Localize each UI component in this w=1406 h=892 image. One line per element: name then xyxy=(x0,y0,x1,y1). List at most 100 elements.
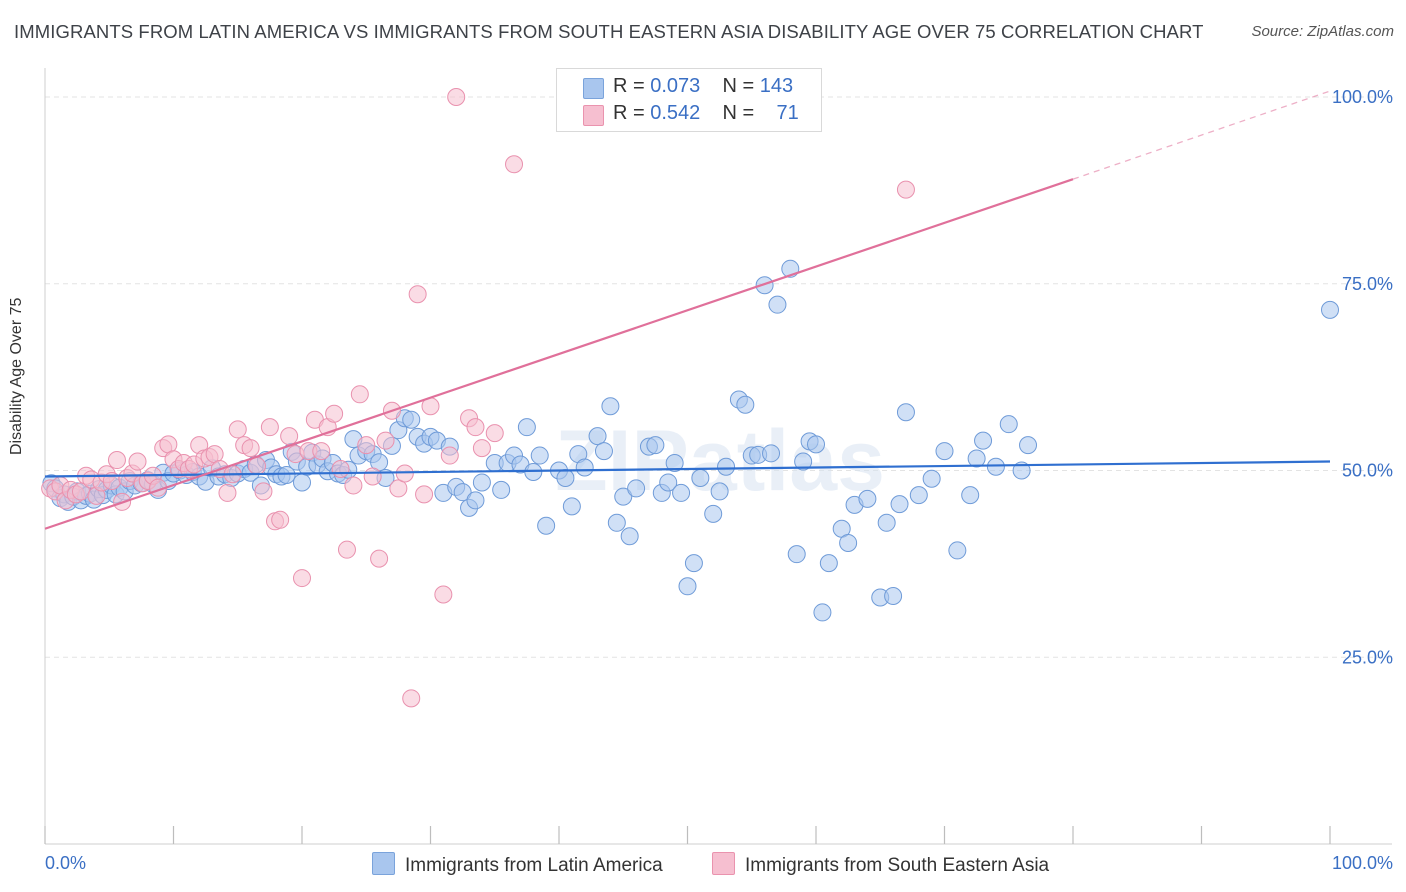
point-latin-america xyxy=(575,458,594,477)
point-latin-america xyxy=(755,276,774,295)
point-latin-america xyxy=(277,465,296,484)
y-tick-label: 50.0% xyxy=(1342,461,1393,481)
point-latin-america xyxy=(620,527,639,546)
bottom-legend-southeast-asia: Immigrants from South Eastern Asia xyxy=(712,852,1049,877)
point-southeast-asia xyxy=(350,385,369,404)
point-latin-america xyxy=(710,482,729,501)
point-latin-america xyxy=(704,504,723,523)
legend-r-value: 0.073 xyxy=(650,75,701,97)
data-points xyxy=(41,88,1339,708)
point-latin-america xyxy=(896,403,915,422)
point-southeast-asia xyxy=(485,424,504,443)
point-southeast-asia xyxy=(159,435,178,454)
point-southeast-asia xyxy=(325,404,344,423)
point-latin-america xyxy=(787,545,806,564)
point-southeast-asia xyxy=(395,464,414,483)
point-southeast-asia xyxy=(128,452,147,471)
legend-swatch-blue xyxy=(583,78,604,99)
point-southeast-asia xyxy=(370,549,389,568)
y-tick-label: 75.0% xyxy=(1342,274,1393,294)
point-latin-america xyxy=(909,486,928,505)
legend-r-label: R = xyxy=(613,75,645,97)
point-latin-america xyxy=(556,468,575,487)
point-latin-america xyxy=(472,473,491,492)
point-latin-america xyxy=(736,395,755,414)
point-latin-america xyxy=(678,577,697,596)
point-latin-america xyxy=(839,533,858,552)
point-latin-america xyxy=(691,468,710,487)
legend-n-value: 71 xyxy=(776,102,799,124)
point-latin-america xyxy=(517,418,536,437)
trend-lines xyxy=(44,90,1331,530)
point-latin-america xyxy=(614,487,633,506)
point-latin-america xyxy=(537,516,556,535)
legend-n-value: 143 xyxy=(759,75,794,97)
point-latin-america xyxy=(858,489,877,508)
point-latin-america xyxy=(935,442,954,461)
point-southeast-asia xyxy=(402,689,421,708)
point-latin-america xyxy=(530,446,549,465)
x-tick-label: 100.0% xyxy=(1332,853,1393,873)
point-latin-america xyxy=(1321,300,1339,319)
point-southeast-asia xyxy=(280,427,299,446)
point-southeast-asia xyxy=(389,479,408,498)
point-southeast-asia xyxy=(260,418,279,437)
legend-r-label: R = xyxy=(613,102,645,124)
legend-n-label: N = xyxy=(722,75,755,97)
bottom-legend-swatch-blue xyxy=(372,852,395,875)
y-axis-label: Disability Age Over 75 xyxy=(8,297,25,455)
point-latin-america xyxy=(1019,436,1038,455)
trend-line-southeast-asia-extension xyxy=(1072,90,1331,180)
point-southeast-asia xyxy=(408,285,427,304)
trend-line-latin-america xyxy=(44,460,1331,478)
point-southeast-asia xyxy=(205,445,224,464)
point-latin-america xyxy=(999,415,1018,434)
chart-title: IMMIGRANTS FROM LATIN AMERICA VS IMMIGRA… xyxy=(14,21,1204,42)
point-southeast-asia xyxy=(241,439,260,458)
tick-labels: 25.0% 50.0% 75.0% 100.0% 0.0% 100.0% xyxy=(45,87,1393,873)
point-latin-america xyxy=(562,497,581,516)
legend-swatch-pink xyxy=(583,105,604,126)
point-latin-america xyxy=(601,397,620,416)
point-latin-america xyxy=(967,449,986,468)
gridlines xyxy=(45,96,1392,658)
bottom-legend-latin-america: Immigrants from Latin America xyxy=(372,852,663,877)
point-latin-america xyxy=(884,586,903,605)
y-tick-label: 25.0% xyxy=(1342,647,1393,667)
point-southeast-asia xyxy=(337,540,356,559)
point-latin-america xyxy=(813,603,832,622)
point-southeast-asia xyxy=(248,457,267,476)
stats-legend: R = 0.073 N = 143 R = 0.542 N = 71 xyxy=(556,68,822,132)
point-southeast-asia xyxy=(254,482,273,501)
point-southeast-asia xyxy=(440,446,459,465)
point-latin-america xyxy=(672,483,691,502)
point-southeast-asia xyxy=(344,476,363,495)
point-southeast-asia xyxy=(434,585,453,604)
source-label: Source: ZipAtlas.com xyxy=(1251,23,1394,40)
point-latin-america xyxy=(794,452,813,471)
bottom-legend-label: Immigrants from Latin America xyxy=(405,855,663,876)
point-southeast-asia xyxy=(363,467,382,486)
point-latin-america xyxy=(646,436,665,455)
x-tick-label: 0.0% xyxy=(45,853,86,873)
point-latin-america xyxy=(492,480,511,499)
point-southeast-asia xyxy=(896,180,915,199)
point-southeast-asia xyxy=(107,451,126,470)
point-latin-america xyxy=(466,491,485,510)
point-latin-america xyxy=(768,295,787,314)
point-latin-america xyxy=(961,486,980,505)
trend-line-southeast-asia xyxy=(44,178,1074,530)
point-latin-america xyxy=(453,483,472,502)
point-latin-america xyxy=(659,473,678,492)
point-southeast-asia xyxy=(293,569,311,588)
point-latin-america xyxy=(588,427,607,446)
point-latin-america xyxy=(819,554,838,573)
point-latin-america xyxy=(890,495,909,514)
point-southeast-asia xyxy=(466,418,485,437)
point-latin-america xyxy=(293,473,311,492)
bottom-legend-swatch-pink xyxy=(712,852,735,875)
point-latin-america xyxy=(665,454,684,473)
point-southeast-asia xyxy=(218,483,237,502)
point-southeast-asia xyxy=(271,510,290,529)
